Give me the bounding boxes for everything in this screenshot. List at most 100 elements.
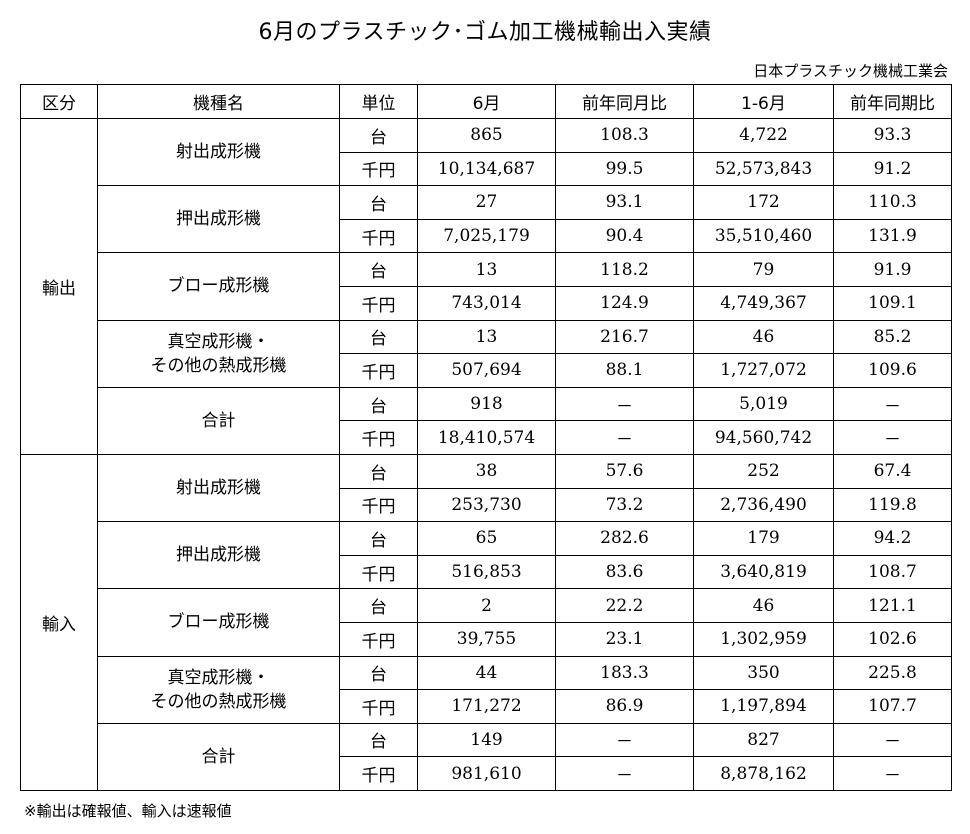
unit-cell: 千円 (339, 487, 418, 523)
unit-cell: 台 (339, 655, 418, 691)
ytd-value: 172 (693, 185, 834, 220)
ytd-value: 827 (693, 722, 834, 758)
yoy-ytd-value: － (833, 420, 952, 455)
ytd-value: 179 (693, 521, 834, 556)
unit-cell: 台 (339, 386, 418, 422)
ytd-value: 52,573,843 (693, 151, 834, 187)
table-row: 合計台 918 － 5,019 － (21, 386, 952, 455)
table-row: 千円 981,610 － 8,878,162 － (21, 756, 952, 791)
ytd-value: 94,560,742 (693, 420, 834, 455)
yoy-ytd-value: 102.6 (833, 621, 952, 657)
machine-name: ブロー成形機 (97, 588, 340, 657)
ytd-value: 1,302,959 (693, 621, 834, 657)
machine-name: 真空成形機・ その他の熱成形機 (97, 655, 340, 724)
unit-cell: 台 (339, 588, 418, 623)
machine-name-line: 射出成形機 (176, 478, 261, 499)
unit-cell: 千円 (339, 554, 418, 590)
month-value: 171,272 (417, 689, 556, 724)
table-row: 押出成形機 台 27 93.1 172 110.3 (21, 185, 952, 254)
month-value: 38 (417, 453, 556, 489)
month-value: 39,755 (417, 621, 556, 657)
unit-cell: 台 (339, 118, 418, 153)
unit-cell: 台 (339, 185, 418, 220)
month-value: 13 (417, 319, 556, 355)
yoy-ytd-value: － (833, 386, 952, 422)
yoy-ytd-value: 109.1 (833, 285, 952, 321)
table-row: 千円 18,410,574 － 94,560,742 － (21, 420, 952, 455)
ytd-value: 2,736,490 (693, 487, 834, 523)
table-row: 千円 10,134,687 99.5 52,573,843 91.2 (21, 151, 952, 187)
footnote: ※輸出は確報値、輸入は速報値 (24, 802, 232, 820)
month-value: 507,694 (417, 353, 556, 388)
machine-name: 真空成形機・ その他の熱成形機 (97, 319, 340, 388)
yoy-month-value: 73.2 (555, 487, 694, 523)
yoy-month-value: 22.2 (555, 588, 694, 623)
machine-name-line: 射出成形機 (176, 142, 261, 163)
unit-cell: 千円 (339, 420, 418, 455)
machine-name-line: ブロー成形機 (167, 612, 270, 633)
month-value: 27 (417, 185, 556, 220)
month-value: 2 (417, 588, 556, 623)
ytd-value: 1,197,894 (693, 689, 834, 724)
unit-cell: 台 (339, 252, 418, 287)
yoy-month-value: 93.1 (555, 185, 694, 220)
machine-name-line: その他の熱成形機 (150, 691, 287, 712)
yoy-ytd-value: 91.9 (833, 252, 952, 287)
month-value: 7,025,179 (417, 218, 556, 254)
yoy-month-value: 99.5 (555, 151, 694, 187)
yoy-month-value: 183.3 (555, 655, 694, 691)
table-body: 輸出 射出成形機台 865 108.3 4,722 93.3 千円 10,134,687 99.… (20, 117, 952, 791)
ytd-value: 8,878,162 (693, 756, 834, 791)
yoy-month-value: － (555, 756, 694, 791)
yoy-ytd-value: 121.1 (833, 588, 952, 623)
month-value: 981,610 (417, 756, 556, 791)
unit-cell: 台 (339, 319, 418, 355)
yoy-ytd-value: 225.8 (833, 655, 952, 691)
yoy-ytd-value: 67.4 (833, 453, 952, 489)
machine-name: 合計 (97, 386, 340, 455)
ytd-value: 350 (693, 655, 834, 691)
header-row: 区分 機種名 単位 6月 前年同月比 1-6月 前年同期比 (20, 84, 952, 119)
yoy-ytd-value: 94.2 (833, 521, 952, 556)
ytd-value: 252 (693, 453, 834, 489)
month-value: 149 (417, 722, 556, 758)
header-machine: 機種名 (97, 84, 340, 119)
yoy-month-value: 90.4 (555, 218, 694, 254)
unit-cell: 台 (339, 722, 418, 758)
yoy-month-value: － (555, 420, 694, 455)
table-row: 輸入 射出成形機台 38 57.6 252 67.4 (20, 453, 952, 791)
table-row: 千円 171,272 86.9 1,197,894 107.7 (21, 689, 952, 724)
table-row: 千円 507,694 88.1 1,727,072 109.6 (21, 353, 952, 388)
ytd-value: 4,749,367 (693, 285, 834, 321)
yoy-month-value: 88.1 (555, 353, 694, 388)
machine-name: ブロー成形機 (97, 252, 340, 321)
ytd-value: 3,640,819 (693, 554, 834, 590)
header-ytd: 1-6月 (693, 84, 834, 119)
yoy-month-value: 108.3 (555, 118, 694, 153)
month-value: 918 (417, 386, 556, 422)
unit-cell: 台 (339, 453, 418, 489)
ytd-value: 46 (693, 319, 834, 355)
machine-name-line: その他の熱成形機 (150, 355, 287, 376)
machine-name-line: 合計 (201, 746, 236, 767)
yoy-ytd-value: － (833, 756, 952, 791)
month-value: 865 (417, 118, 556, 153)
yoy-month-value: － (555, 722, 694, 758)
table-row: 千円 253,730 73.2 2,736,490 119.8 (21, 487, 952, 523)
machine-name-line: 押出成形機 (176, 209, 261, 230)
table-row: 真空成形機・ その他の熱成形機台 44 183.3 350 225.8 (21, 655, 952, 724)
header-yoy-month: 前年同月比 (555, 84, 694, 119)
unit-cell: 台 (339, 521, 418, 556)
table-row: 千円 743,014 124.9 4,749,367 109.1 (21, 285, 952, 321)
table-row: 合計台 149 － 827 － (21, 722, 952, 791)
yoy-ytd-value: 131.9 (833, 218, 952, 254)
header-month: 6月 (417, 84, 556, 119)
month-value: 13 (417, 252, 556, 287)
ytd-value: 5,019 (693, 386, 834, 422)
yoy-ytd-value: 119.8 (833, 487, 952, 523)
machine-name-line: 押出成形機 (176, 545, 261, 566)
yoy-month-value: 282.6 (555, 521, 694, 556)
table-row: 真空成形機・ その他の熱成形機台 13 216.7 46 85.2 (21, 319, 952, 388)
month-value: 18,410,574 (417, 420, 556, 455)
table-row: 押出成形機 台 65 282.6 179 94.2 (21, 521, 952, 590)
